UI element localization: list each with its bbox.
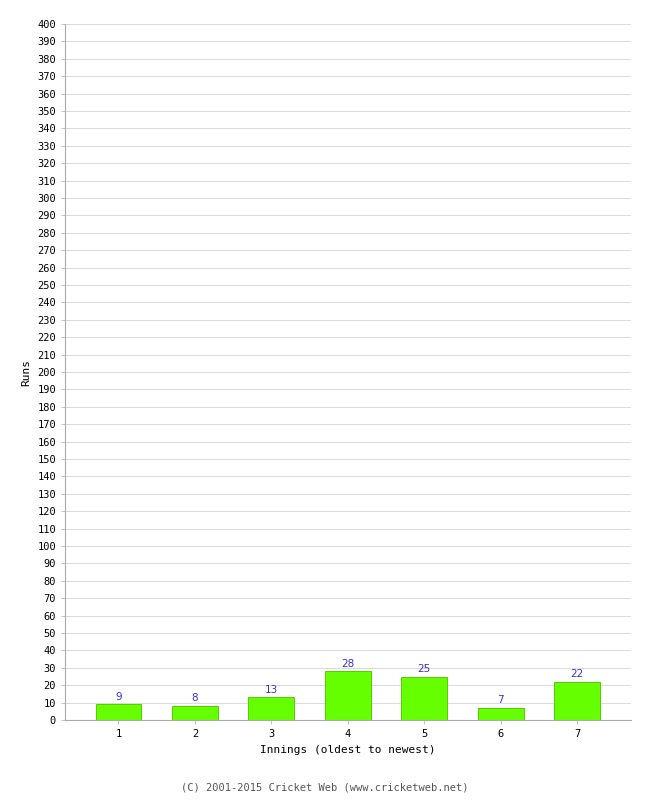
Bar — [554, 682, 600, 720]
Bar — [325, 671, 370, 720]
Text: 22: 22 — [571, 669, 584, 679]
Text: 8: 8 — [192, 694, 198, 703]
Text: 28: 28 — [341, 658, 354, 669]
Text: 9: 9 — [115, 692, 122, 702]
Bar — [172, 706, 218, 720]
Text: (C) 2001-2015 Cricket Web (www.cricketweb.net): (C) 2001-2015 Cricket Web (www.cricketwe… — [181, 782, 469, 792]
Text: 7: 7 — [497, 695, 504, 706]
X-axis label: Innings (oldest to newest): Innings (oldest to newest) — [260, 745, 436, 754]
Bar — [478, 708, 523, 720]
Bar — [248, 698, 294, 720]
Bar — [96, 704, 142, 720]
Text: 25: 25 — [417, 664, 431, 674]
Text: 13: 13 — [265, 685, 278, 694]
Y-axis label: Runs: Runs — [21, 358, 32, 386]
Bar — [401, 677, 447, 720]
